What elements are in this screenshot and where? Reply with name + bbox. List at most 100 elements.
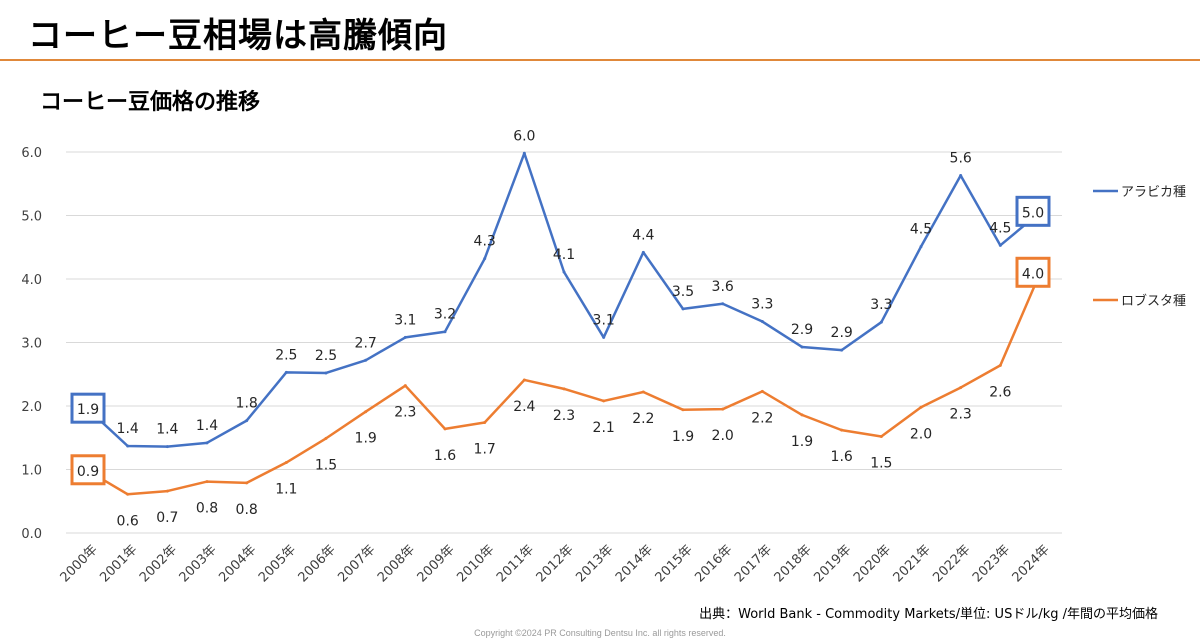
data-label-robusta: 0.8: [196, 501, 218, 517]
series-line-arabica: [88, 153, 1040, 446]
x-tick-label: 2015年: [653, 542, 696, 585]
data-label-robusta: 0.9: [77, 464, 99, 480]
data-label-robusta: 1.9: [672, 429, 694, 445]
data-point-arabica: [126, 445, 129, 448]
data-label-robusta: 0.8: [236, 502, 258, 518]
data-point-robusta: [642, 391, 645, 394]
y-tick-label: 5.0: [21, 210, 42, 225]
data-label-robusta: 2.0: [910, 426, 932, 442]
data-label-arabica: 2.5: [315, 348, 337, 364]
data-point-robusta: [206, 480, 209, 483]
x-tick-label: 2019年: [811, 542, 854, 585]
data-label-arabica: 3.1: [394, 312, 416, 328]
x-tick-label: 2009年: [415, 542, 458, 585]
data-point-robusta: [245, 481, 248, 484]
data-label-arabica: 4.4: [632, 227, 654, 243]
data-label-robusta: 1.6: [434, 448, 456, 464]
data-point-robusta: [959, 386, 962, 389]
data-label-arabica: 5.0: [1022, 205, 1044, 221]
data-point-robusta: [325, 437, 328, 440]
data-point-arabica: [206, 441, 209, 444]
data-label-robusta: 1.7: [474, 442, 496, 458]
data-label-robusta: 1.6: [831, 449, 853, 465]
data-point-arabica: [999, 244, 1002, 247]
data-label-arabica: 3.6: [712, 279, 734, 295]
y-tick-label: 2.0: [21, 400, 42, 415]
data-point-arabica: [721, 302, 724, 305]
data-point-arabica: [166, 445, 169, 448]
data-point-arabica: [285, 371, 288, 374]
data-label-arabica: 4.5: [989, 220, 1011, 236]
y-tick-label: 6.0: [21, 146, 42, 161]
data-label-arabica: 2.7: [355, 335, 377, 351]
data-label-arabica: 2.9: [831, 325, 853, 341]
data-label-robusta: 0.7: [156, 510, 178, 526]
data-point-arabica: [563, 271, 566, 274]
x-tick-label: 2006年: [296, 542, 339, 585]
data-point-arabica: [801, 345, 804, 348]
data-point-robusta: [602, 399, 605, 402]
data-point-arabica: [364, 359, 367, 362]
data-label-arabica: 1.4: [117, 421, 139, 437]
data-point-arabica: [602, 336, 605, 339]
data-label-arabica: 2.9: [791, 322, 813, 338]
data-point-arabica: [840, 349, 843, 352]
data-label-robusta: 2.6: [989, 384, 1011, 400]
x-tick-label: 2017年: [732, 542, 775, 585]
data-point-arabica: [642, 251, 645, 254]
x-tick-label: 2022年: [930, 542, 973, 585]
copyright: Copyright ©2024 PR Consulting Dentsu Inc…: [0, 628, 1200, 638]
legend-label-arabica: アラビカ種: [1121, 184, 1186, 200]
data-label-robusta: 2.4: [513, 399, 535, 415]
x-tick-label: 2023年: [970, 542, 1013, 585]
x-tick-label: 2013年: [573, 542, 616, 585]
data-point-arabica: [483, 257, 486, 260]
data-label-robusta: 1.5: [315, 457, 337, 473]
x-tick-label: 2008年: [375, 542, 418, 585]
data-point-robusta: [285, 461, 288, 464]
data-point-robusta: [563, 387, 566, 390]
x-tick-label: 2012年: [534, 542, 577, 585]
data-label-robusta: 1.9: [355, 431, 377, 447]
data-point-robusta: [761, 390, 764, 393]
data-point-robusta: [444, 427, 447, 430]
data-point-arabica: [880, 321, 883, 324]
data-label-robusta: 2.0: [712, 428, 734, 444]
data-point-arabica: [523, 152, 526, 155]
data-label-robusta: 2.3: [950, 407, 972, 423]
x-tick-label: 2018年: [772, 542, 815, 585]
x-tick-label: 2001年: [97, 542, 140, 585]
data-point-arabica: [325, 371, 328, 374]
data-point-arabica: [444, 330, 447, 333]
data-label-robusta: 2.3: [394, 405, 416, 421]
data-label-robusta: 2.1: [593, 420, 615, 436]
data-point-robusta: [682, 408, 685, 411]
data-label-robusta: 2.2: [632, 411, 654, 427]
data-label-robusta: 1.1: [275, 482, 297, 498]
data-point-robusta: [801, 413, 804, 416]
data-label-arabica: 3.3: [870, 297, 892, 313]
y-tick-label: 4.0: [21, 273, 42, 288]
series-line-robusta: [88, 273, 1040, 494]
data-point-robusta: [404, 384, 407, 387]
x-tick-label: 2005年: [256, 542, 299, 585]
data-point-robusta: [523, 378, 526, 381]
x-tick-label: 2010年: [454, 542, 497, 585]
x-tick-label: 2024年: [1010, 542, 1053, 585]
data-point-arabica: [404, 336, 407, 339]
y-axis-ticks: 0.0 1.0 2.0 3.0 4.0 5.0 6.0: [21, 146, 42, 542]
data-label-arabica: 2.5: [275, 347, 297, 363]
data-label-arabica: 6.0: [513, 128, 535, 144]
data-label-arabica: 1.9: [77, 402, 99, 418]
x-tick-label: 2016年: [692, 542, 735, 585]
data-point-robusta: [721, 408, 724, 411]
data-label-robusta: 2.2: [751, 410, 773, 426]
legend-label-robusta: ロブスタ種: [1121, 293, 1186, 309]
data-label-arabica: 3.2: [434, 307, 456, 323]
data-label-arabica: 4.1: [553, 247, 575, 263]
data-point-robusta: [166, 490, 169, 493]
data-label-arabica: 4.3: [474, 234, 496, 250]
data-point-robusta: [880, 435, 883, 438]
data-label-arabica: 4.5: [910, 222, 932, 238]
